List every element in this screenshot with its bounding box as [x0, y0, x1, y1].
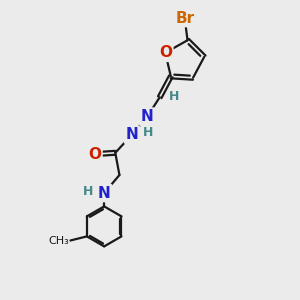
Text: H: H: [83, 185, 94, 198]
Text: N: N: [126, 127, 138, 142]
Text: H: H: [169, 90, 179, 103]
Text: N: N: [141, 109, 154, 124]
Text: H: H: [142, 126, 153, 139]
Text: N: N: [98, 186, 110, 201]
Text: O: O: [88, 147, 101, 162]
Text: CH₃: CH₃: [48, 236, 69, 246]
Text: O: O: [159, 45, 172, 60]
Text: Br: Br: [175, 11, 194, 26]
